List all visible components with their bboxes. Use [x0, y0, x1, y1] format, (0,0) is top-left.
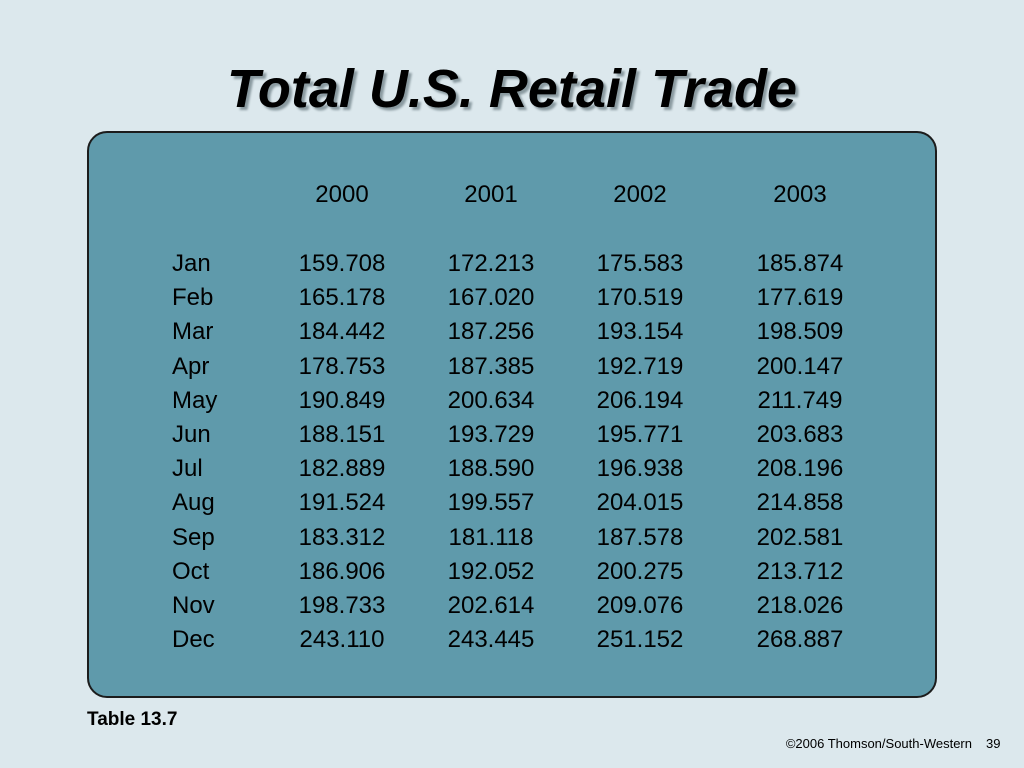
- table-cell: 175.583: [596, 250, 684, 277]
- table-cell: 190.849: [298, 386, 386, 414]
- table-cell: 202.614: [447, 592, 535, 619]
- table-panel: [87, 131, 937, 698]
- row-label: Sep: [172, 523, 215, 551]
- table-cell: 251.152: [596, 626, 684, 654]
- table-cell: 243.445: [447, 626, 535, 654]
- row-label: Apr: [172, 352, 210, 380]
- column-header: 2002: [613, 181, 667, 208]
- table-cell: 186.906: [298, 557, 386, 585]
- row-label: Aug: [172, 489, 215, 517]
- table-cell: 167.020: [447, 284, 535, 312]
- table-cell: 188.590: [447, 455, 535, 483]
- table-cell: 192.719: [596, 352, 684, 380]
- table-cell: 188.151: [298, 421, 386, 448]
- table-cell: 193.729: [447, 421, 535, 448]
- table-cell: 196.938: [596, 455, 684, 483]
- row-label: Mar: [172, 318, 214, 346]
- table-cell: 159.708: [298, 250, 386, 277]
- table-cell: 199.557: [447, 489, 535, 517]
- table-cell: 214.858: [756, 489, 844, 517]
- row-label: Nov: [172, 592, 215, 619]
- table-cell: 195.771: [596, 421, 684, 448]
- table-cell: 182.889: [298, 455, 386, 483]
- table-cell: 198.733: [298, 592, 386, 619]
- row-label: Jan: [172, 250, 211, 277]
- table-cell: 202.581: [756, 523, 844, 551]
- table-cell: 183.312: [298, 523, 386, 551]
- table-cell: 178.753: [298, 352, 386, 380]
- table-cell: 203.683: [756, 421, 844, 448]
- table-cell: 198.509: [756, 318, 844, 346]
- table-cell: 200.147: [756, 352, 844, 380]
- row-label: Jul: [172, 455, 203, 483]
- table-cell: 187.256: [447, 318, 535, 346]
- table-cell: 165.178: [298, 284, 386, 312]
- table-cell: 192.052: [447, 557, 535, 585]
- table-cell: 204.015: [596, 489, 684, 517]
- table-caption: Table 13.7: [87, 709, 178, 730]
- table-cell: 177.619: [756, 284, 844, 312]
- table-cell: 191.524: [298, 489, 386, 517]
- table-cell: 213.712: [756, 557, 844, 585]
- column-header: 2000: [315, 181, 369, 208]
- table-cell: 181.118: [448, 523, 534, 551]
- table-cell: 187.385: [447, 352, 535, 380]
- table-cell: 185.874: [756, 250, 844, 277]
- row-label: Oct: [172, 557, 210, 585]
- row-label: Jun: [172, 421, 211, 448]
- row-label: Dec: [172, 626, 215, 654]
- table-cell: 170.519: [596, 284, 684, 312]
- table-cell: 206.194: [596, 386, 684, 414]
- table-cell: 209.076: [596, 592, 684, 619]
- table-cell: 243.110: [299, 626, 385, 654]
- table-cell: 193.154: [596, 318, 684, 346]
- slide-title: Total U.S. Retail Trade: [226, 59, 798, 119]
- table-cell: 172.213: [447, 250, 535, 277]
- table-cell: 200.275: [596, 557, 684, 585]
- column-header: 2001: [464, 181, 518, 208]
- table-cell: 184.442: [298, 318, 386, 346]
- table-cell: 211.749: [757, 386, 843, 414]
- row-label: Feb: [172, 284, 214, 312]
- table-cell: 187.578: [596, 523, 684, 551]
- table-cell: 200.634: [447, 386, 535, 414]
- table-cell: 208.196: [756, 455, 844, 483]
- column-header: 2003: [773, 181, 827, 208]
- copyright: ©2006 Thomson/South-Western: [785, 736, 972, 751]
- page-number: 39: [986, 736, 1001, 751]
- table-cell: 218.026: [756, 592, 844, 619]
- row-label: May: [172, 386, 218, 414]
- table-cell: 268.887: [756, 626, 844, 654]
